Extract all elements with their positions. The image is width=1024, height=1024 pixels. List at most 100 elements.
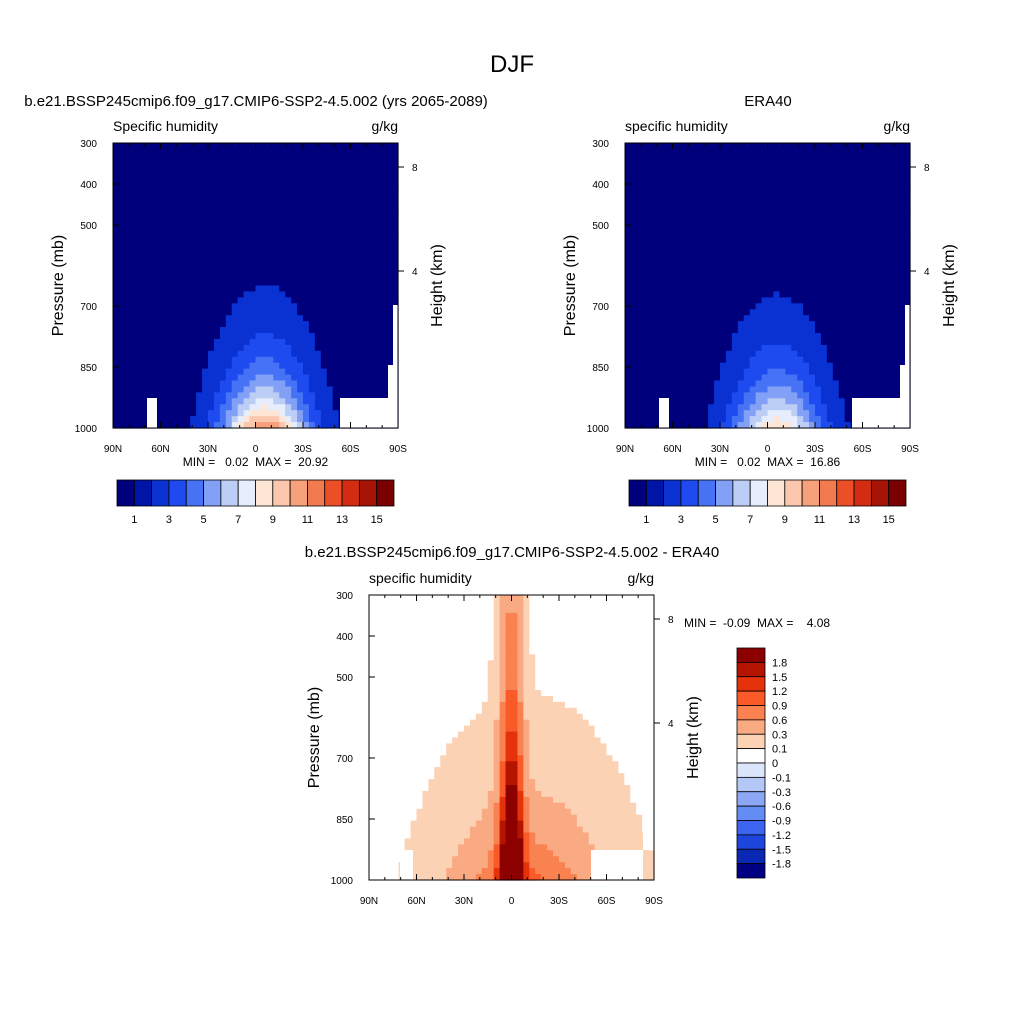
field-cell <box>219 368 227 376</box>
field-cell <box>892 392 899 399</box>
field-cell <box>779 273 786 281</box>
field-cell <box>279 196 286 203</box>
field-cell <box>314 333 322 340</box>
field-cell <box>208 196 215 203</box>
field-cell <box>202 309 209 316</box>
field-cell <box>178 321 185 328</box>
field-cell <box>672 214 680 221</box>
field-cell <box>113 350 120 358</box>
field-cell <box>130 148 138 156</box>
field-cell <box>844 333 852 340</box>
field-cell <box>130 315 138 322</box>
field-cell <box>880 350 887 358</box>
field-cell <box>219 309 227 316</box>
field-cell <box>148 208 156 215</box>
field-cell <box>369 600 376 608</box>
field-cell <box>160 279 168 287</box>
field-cell <box>308 338 316 346</box>
field-cell <box>231 386 239 393</box>
field-cell <box>362 279 369 287</box>
field-cell <box>249 184 257 192</box>
field-cell <box>172 273 179 281</box>
field-cell <box>267 249 274 257</box>
field-cell <box>392 279 399 287</box>
field-cell <box>154 404 162 411</box>
field-cell <box>237 226 245 233</box>
field-cell <box>880 148 887 156</box>
field-cell <box>850 321 858 328</box>
field-cell <box>749 160 757 168</box>
field-cell <box>803 315 810 322</box>
field-cell <box>773 214 780 221</box>
field-cell <box>803 374 810 382</box>
field-cell <box>636 160 644 168</box>
field-cell <box>344 202 352 209</box>
field-cell <box>249 362 257 370</box>
field-cell <box>297 392 304 399</box>
field-cell <box>267 303 274 310</box>
field-cell <box>124 285 132 293</box>
field-cell <box>636 404 644 411</box>
field-cell <box>838 327 846 334</box>
field-cell <box>743 362 751 370</box>
field-cell <box>892 333 899 340</box>
field-cell <box>803 327 810 334</box>
field-cell <box>308 350 316 358</box>
field-cell <box>344 273 352 281</box>
field-cell <box>803 279 810 287</box>
field-cell <box>725 327 733 334</box>
field-cell <box>630 356 638 364</box>
field-cell <box>725 214 733 221</box>
field-cell <box>838 184 846 192</box>
field-cell <box>398 606 406 614</box>
field-cell <box>231 267 239 275</box>
field-cell <box>261 196 268 203</box>
field-cell <box>225 392 233 399</box>
field-cell <box>898 160 905 168</box>
field-cell <box>749 344 757 352</box>
field-cell <box>666 178 674 186</box>
field-cell <box>803 410 810 417</box>
field-cell <box>285 410 292 417</box>
field-cell <box>362 321 369 328</box>
field-cell <box>350 374 358 382</box>
field-cell <box>731 143 739 150</box>
field-cell <box>208 238 215 245</box>
field-cell <box>785 297 792 304</box>
field-cell <box>314 327 322 334</box>
field-cell <box>625 303 632 310</box>
field-cell <box>154 148 162 156</box>
field-cell <box>678 344 685 352</box>
field-cell <box>190 398 197 405</box>
field-cell <box>172 392 179 399</box>
field-cell <box>190 243 197 251</box>
field-cell <box>130 362 138 370</box>
field-cell <box>160 338 168 346</box>
field-cell <box>332 166 340 174</box>
field-cell <box>308 154 316 162</box>
field-cell <box>356 232 363 239</box>
field-cell <box>755 273 763 281</box>
field-cell <box>160 226 168 233</box>
field-cell <box>820 220 828 227</box>
field-cell <box>273 232 280 239</box>
field-cell <box>690 392 697 399</box>
field-cell <box>184 386 191 393</box>
field-cell <box>850 333 858 340</box>
field-cell <box>190 303 197 310</box>
field-cell <box>160 362 168 370</box>
field-cell <box>654 243 662 251</box>
field-cell <box>904 232 911 239</box>
field-cell <box>838 297 846 304</box>
field-cell <box>368 303 375 310</box>
field-cell <box>785 303 792 310</box>
field-cell <box>725 350 733 358</box>
field-cell <box>690 327 697 334</box>
field-cell <box>660 285 668 293</box>
field-cell <box>832 238 840 245</box>
field-cell <box>154 238 162 245</box>
field-cell <box>856 315 864 322</box>
field-cell <box>190 261 197 269</box>
field-cell <box>208 356 215 364</box>
field-cell <box>731 350 739 358</box>
